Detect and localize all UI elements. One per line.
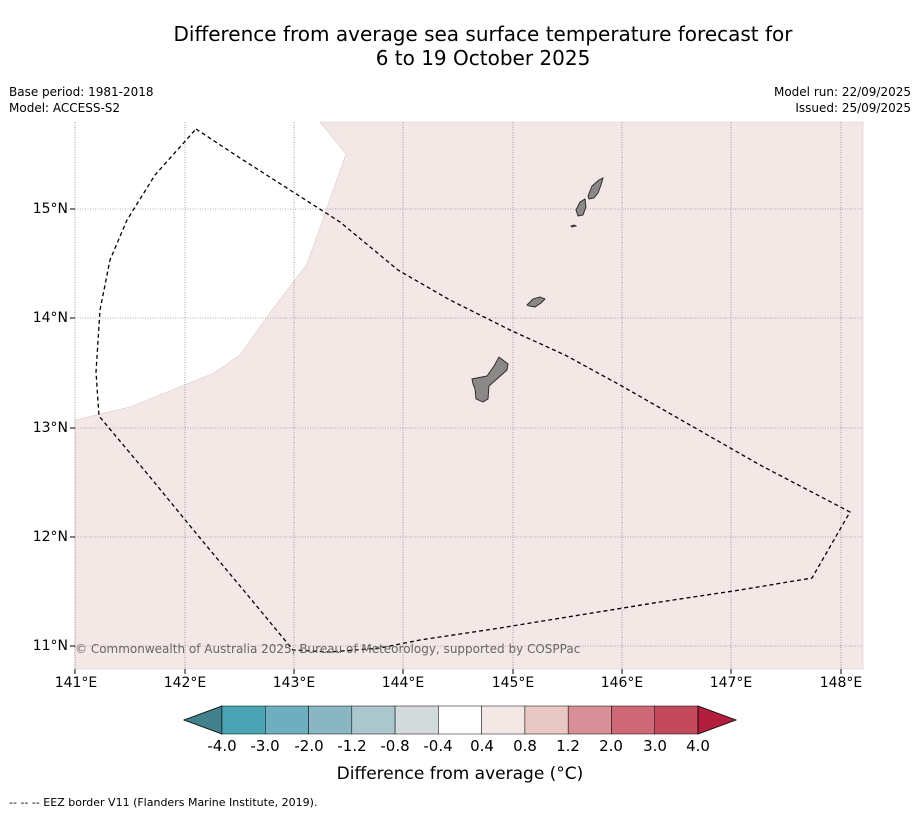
colorbar-extend-low (182, 705, 223, 735)
title-line-2: 6 to 19 October 2025 (375, 46, 591, 70)
colorbar-swatch (308, 705, 353, 735)
colorbar-tick: -1.2 (337, 737, 367, 755)
issued-date: Issued: 25/09/2025 (795, 101, 911, 115)
land-masses (471, 177, 604, 403)
colorbar-tick: 1.2 (556, 737, 580, 755)
lat-label-12: 12°N (32, 529, 68, 545)
anomaly-region (74, 121, 864, 670)
gridlines (74, 122, 863, 669)
colorbar-tick: -0.4 (423, 737, 453, 755)
lat-label-14: 14°N (32, 310, 68, 326)
saipan-island (587, 177, 604, 200)
eez-border (95, 128, 851, 653)
colorbar-swatch (394, 705, 439, 735)
lon-label-148: 148°E (819, 675, 863, 691)
lat-label-11: 11°N (32, 638, 68, 654)
colorbar-swatch (567, 705, 612, 735)
guam-island (471, 356, 509, 403)
lon-label-144: 144°E (381, 675, 425, 691)
base-period: Base period: 1981-2018 (9, 85, 154, 99)
tinian-island (575, 198, 587, 217)
colorbar-swatch (221, 705, 266, 735)
lat-label-15: 15°N (32, 201, 68, 217)
colorbar-swatch (265, 705, 309, 735)
colorbar-swatch (481, 705, 526, 735)
copyright-notice: © Commonwealth of Australia 2025, Bureau… (75, 642, 581, 656)
model-name: Model: ACCESS-S2 (9, 101, 121, 115)
eez-footnote: -- -- -- EEZ border V11 (Flanders Marine… (9, 796, 318, 809)
colorbar-tick: -4.0 (207, 737, 237, 755)
colorbar-swatch (654, 705, 699, 735)
colorbar-tick: 4.0 (686, 737, 710, 755)
colorbar-tick: 3.0 (643, 737, 667, 755)
colorbar-tick: 2.0 (599, 737, 623, 755)
meta-right: Model run: 22/09/2025 Issued: 25/09/2025 (774, 84, 911, 116)
colorbar-swatch (524, 705, 569, 735)
colorbar-swatch (351, 705, 396, 735)
colorbar (182, 705, 738, 735)
lon-label-146: 146°E (600, 675, 644, 691)
colorbar-swatch (611, 705, 655, 735)
colorbar-tick: -0.8 (380, 737, 410, 755)
model-run: Model run: 22/09/2025 (773, 85, 911, 99)
rota-island (526, 296, 546, 308)
colorbar-label: Difference from average (°C) (336, 764, 584, 784)
axis-ticks (70, 208, 842, 674)
lon-label-147: 147°E (709, 675, 753, 691)
lon-label-142: 142°E (163, 675, 207, 691)
colorbar-tick: 0.8 (513, 737, 537, 755)
colorbar-tick: -3.0 (250, 737, 280, 755)
colorbar-swatch (438, 705, 482, 735)
colorbar-extend-high (697, 705, 738, 735)
lon-label-145: 145°E (491, 675, 535, 691)
chart-title: Difference from average sea surface temp… (0, 22, 919, 70)
aguijan-island (570, 224, 578, 228)
lon-label-143: 143°E (272, 675, 316, 691)
meta-left: Base period: 1981-2018 Model: ACCESS-S2 (9, 84, 154, 116)
colorbar-tick: -2.0 (294, 737, 324, 755)
lon-label-141: 141°E (54, 675, 98, 691)
colorbar-tick: 0.4 (470, 737, 494, 755)
lat-label-13: 13°N (32, 420, 68, 436)
title-line-1: Difference from average sea surface temp… (173, 22, 793, 46)
